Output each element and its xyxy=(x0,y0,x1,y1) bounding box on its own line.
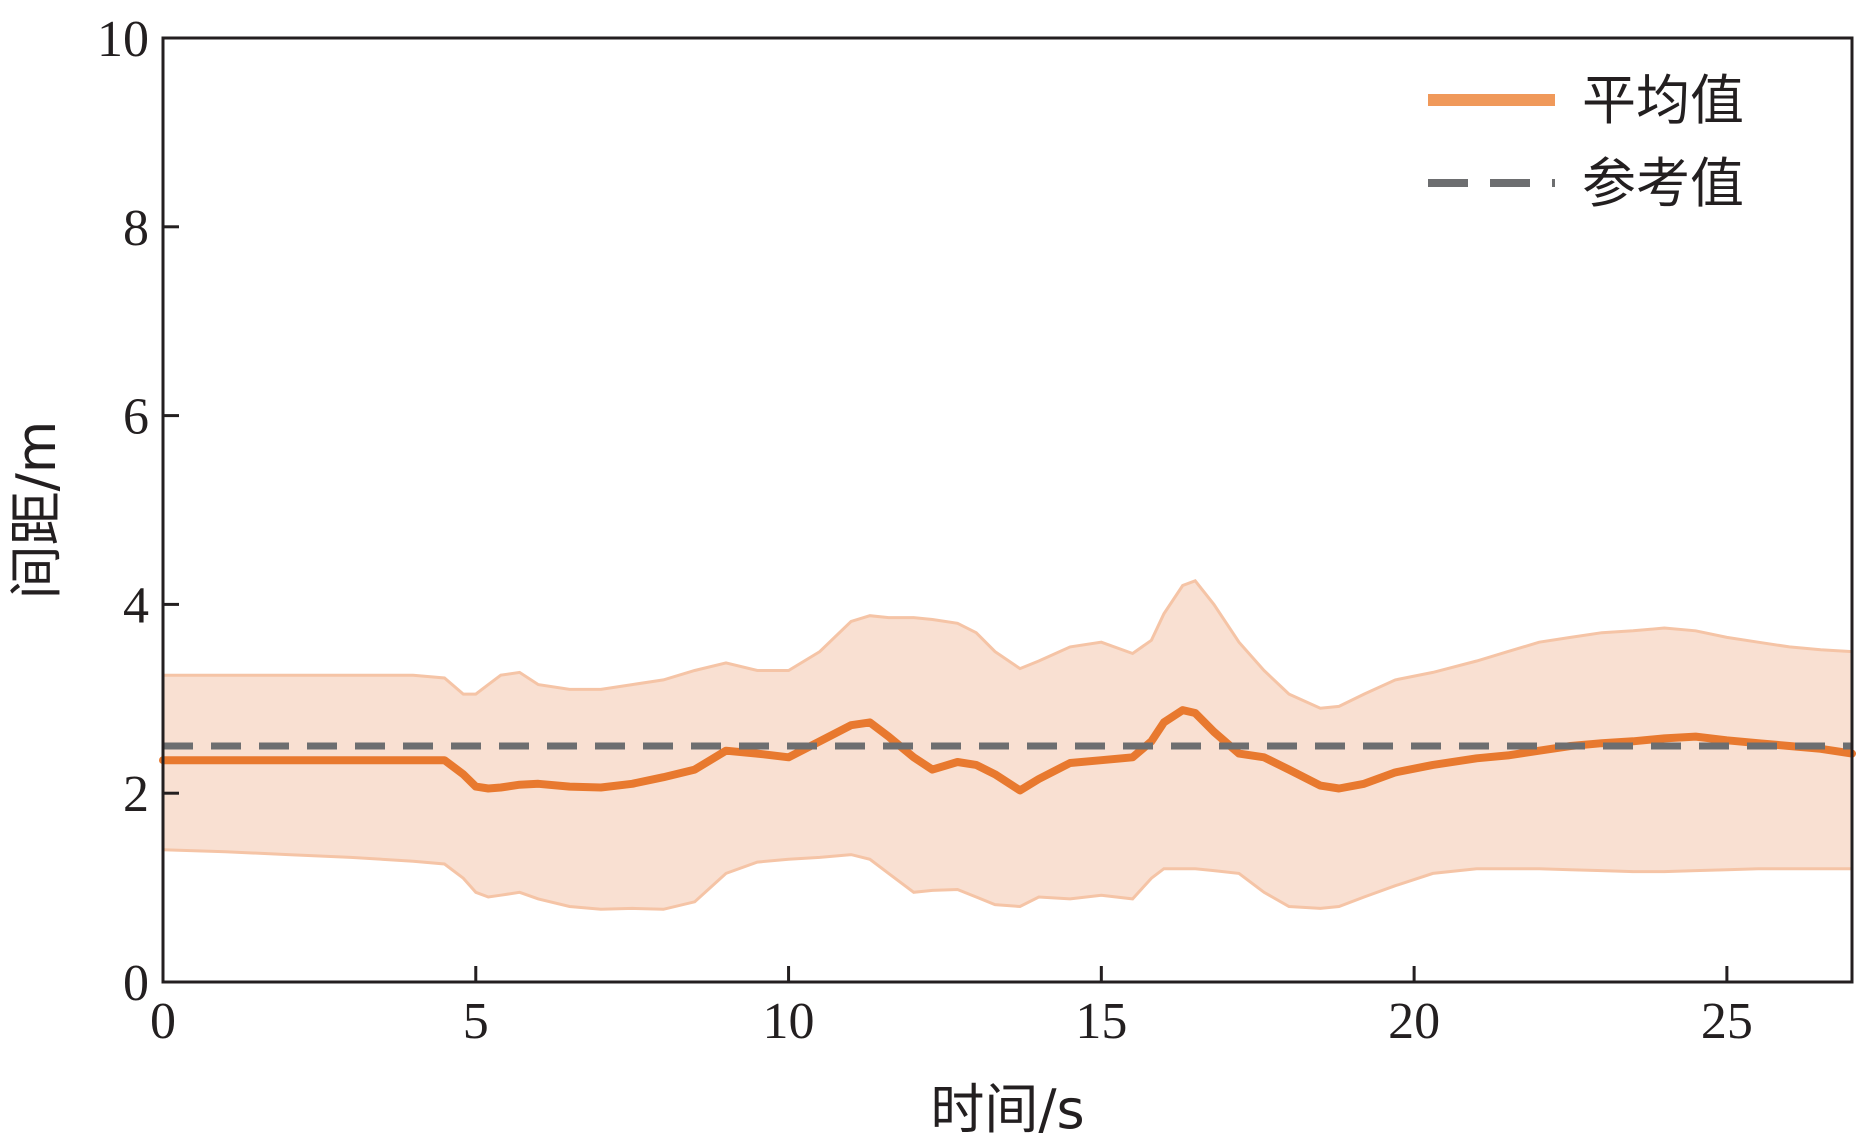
x-tick-label: 20 xyxy=(1388,993,1440,1050)
x-tick-label: 25 xyxy=(1701,993,1753,1050)
plot-frame xyxy=(161,36,1854,984)
legend-label-mean: 平均值 xyxy=(1582,69,1744,132)
x-tick-label: 15 xyxy=(1075,993,1127,1050)
y-tick-label: 8 xyxy=(123,200,149,257)
legend: 平均值 参考值 xyxy=(1428,69,1744,215)
y-tick-label: 0 xyxy=(123,955,149,1012)
x-tick-label: 5 xyxy=(463,993,489,1050)
x-tick-label: 10 xyxy=(763,993,815,1050)
series-line-mean xyxy=(159,706,1856,795)
y-tick-label: 6 xyxy=(123,389,149,446)
legend-label-reference: 参考值 xyxy=(1582,152,1744,215)
y-axis-title: 间距/m xyxy=(5,421,68,600)
y-tick-label: 2 xyxy=(123,766,149,823)
tick-layer: 0 5 10 15 20 25 0 2 4 6 8 10 xyxy=(97,11,1753,1050)
y-tick-label: 10 xyxy=(97,11,149,68)
x-tick-label: 0 xyxy=(150,993,176,1050)
band-upper-edge xyxy=(163,579,1853,710)
line-layer xyxy=(159,706,1856,795)
band-lower-edge xyxy=(162,848,1852,911)
y-tick-label: 4 xyxy=(123,577,149,634)
x-axis-title: 时间/s xyxy=(930,1078,1084,1136)
